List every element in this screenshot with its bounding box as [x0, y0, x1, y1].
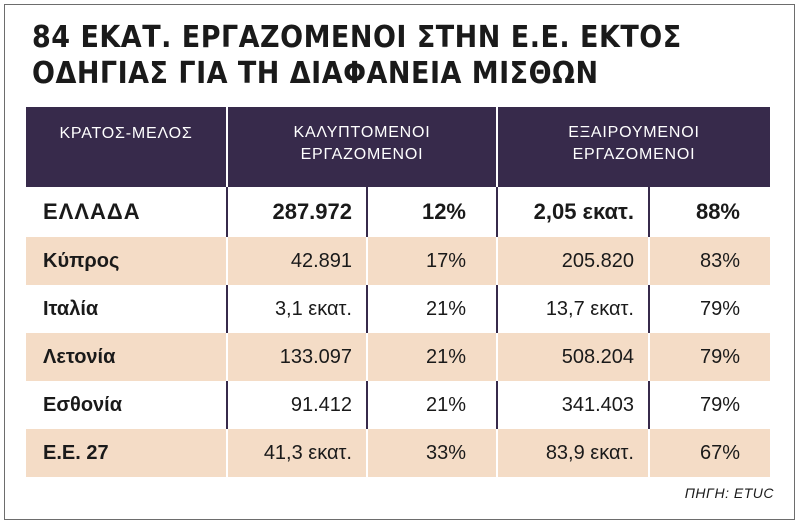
cell-exempt-pct: 67% — [648, 429, 770, 477]
cell-country: Λετονία — [43, 345, 116, 368]
cell-covered: 91.412 — [226, 381, 366, 429]
cell-covered: 3,1 εκατ. — [226, 285, 366, 333]
cell-exempt-pct: 79% — [648, 381, 770, 429]
header-covered-line-1: ΚΑΛΥΠΤΟΜΕΝΟΙ — [293, 124, 431, 141]
cell-covered-pct: 33% — [366, 429, 496, 477]
cell-exempt-pct: 79% — [648, 333, 770, 381]
title-line-2: ΟΔΗΓΙΑΣ ΓΙΑ ΤΗ ΔΙΑΦΑΝΕΙΑ ΜΙΣΘΩΝ — [32, 56, 599, 91]
cell-covered: 41,3 εκατ. — [226, 429, 366, 477]
cell-covered-pct: 21% — [366, 381, 496, 429]
table-body: ΕΛΛΑΔΑ 287.972 12% 2,05 εκατ. 88% Κύπρος 42.89… — [26, 187, 770, 477]
cell-exempt-pct: 79% — [648, 285, 770, 333]
cell-covered: 42.891 — [226, 237, 366, 285]
cell-exempt-pct: 83% — [648, 237, 770, 285]
cell-exempt: 205.820 — [496, 237, 648, 285]
cell-covered: 287.972 — [226, 187, 366, 237]
table-row: Εσθονία 91.412 21% 341.403 79% — [26, 381, 770, 429]
cell-covered-pct: 12% — [366, 187, 496, 237]
title-line-1: 84 ΕΚΑΤ. ΕΡΓΑΖΟΜΕΝΟΙ ΣΤΗΝ Ε.Ε. ΕΚΤΟΣ — [32, 20, 682, 55]
cell-exempt: 13,7 εκατ. — [496, 285, 648, 333]
header-state-label: ΚΡΑΤΟΣ-ΜΕΛΟΣ — [59, 125, 193, 142]
header-exempt-line-2: ΕΡΓΑΖΟΜΕΝΟΙ — [572, 146, 696, 163]
header-exempt: ΕΞΑΙΡΟΥΜΕΝΟΙ ΕΡΓΑΖΟΜΕΝΟΙ — [496, 107, 770, 187]
chart-title: 84 ΕΚΑΤ. ΕΡΓΑΖΟΜΕΝΟΙ ΣΤΗΝ Ε.Ε. ΕΚΤΟΣ ΟΔΗ… — [32, 20, 772, 92]
cell-country: ΕΛΛΑΔΑ — [43, 199, 141, 224]
cell-covered: 133.097 — [226, 333, 366, 381]
table-header: ΚΡΑΤΟΣ-ΜΕΛΟΣ ΚΑΛΥΠΤΟΜΕΝΟΙ ΕΡΓΑΖΟΜΕΝΟΙ ΕΞ… — [26, 107, 770, 187]
cell-covered-pct: 21% — [366, 285, 496, 333]
cell-covered-pct: 17% — [366, 237, 496, 285]
infographic-frame — [4, 4, 795, 520]
header-state: ΚΡΑΤΟΣ-ΜΕΛΟΣ — [26, 107, 226, 187]
cell-country: Εσθονία — [43, 393, 123, 416]
table-row: ΕΛΛΑΔΑ 287.972 12% 2,05 εκατ. 88% — [26, 187, 770, 237]
table-row: Ε.Ε. 27 41,3 εκατ. 33% 83,9 εκατ. 67% — [26, 429, 770, 477]
cell-exempt: 2,05 εκατ. — [496, 187, 648, 237]
cell-country: Ε.Ε. 27 — [43, 441, 109, 464]
cell-exempt: 341.403 — [496, 381, 648, 429]
cell-covered-pct: 21% — [366, 333, 496, 381]
cell-country: Ιταλία — [43, 297, 99, 320]
cell-country: Κύπρος — [43, 249, 120, 272]
header-covered-line-2: ΕΡΓΑΖΟΜΕΝΟΙ — [300, 146, 424, 163]
table-row: Κύπρος 42.891 17% 205.820 83% — [26, 237, 770, 285]
header-covered: ΚΑΛΥΠΤΟΜΕΝΟΙ ΕΡΓΑΖΟΜΕΝΟΙ — [226, 107, 496, 187]
cell-exempt: 83,9 εκατ. — [496, 429, 648, 477]
cell-exempt-pct: 88% — [648, 187, 770, 237]
table-row: Ιταλία 3,1 εκατ. 21% 13,7 εκατ. 79% — [26, 285, 770, 333]
header-exempt-line-1: ΕΞΑΙΡΟΥΜΕΝΟΙ — [568, 124, 700, 141]
table-row: Λετονία 133.097 21% 508.204 79% — [26, 333, 770, 381]
cell-exempt: 508.204 — [496, 333, 648, 381]
data-table: ΚΡΑΤΟΣ-ΜΕΛΟΣ ΚΑΛΥΠΤΟΜΕΝΟΙ ΕΡΓΑΖΟΜΕΝΟΙ ΕΞ… — [26, 107, 770, 477]
source-note: ΠΗΓΗ: ETUC — [684, 485, 774, 501]
